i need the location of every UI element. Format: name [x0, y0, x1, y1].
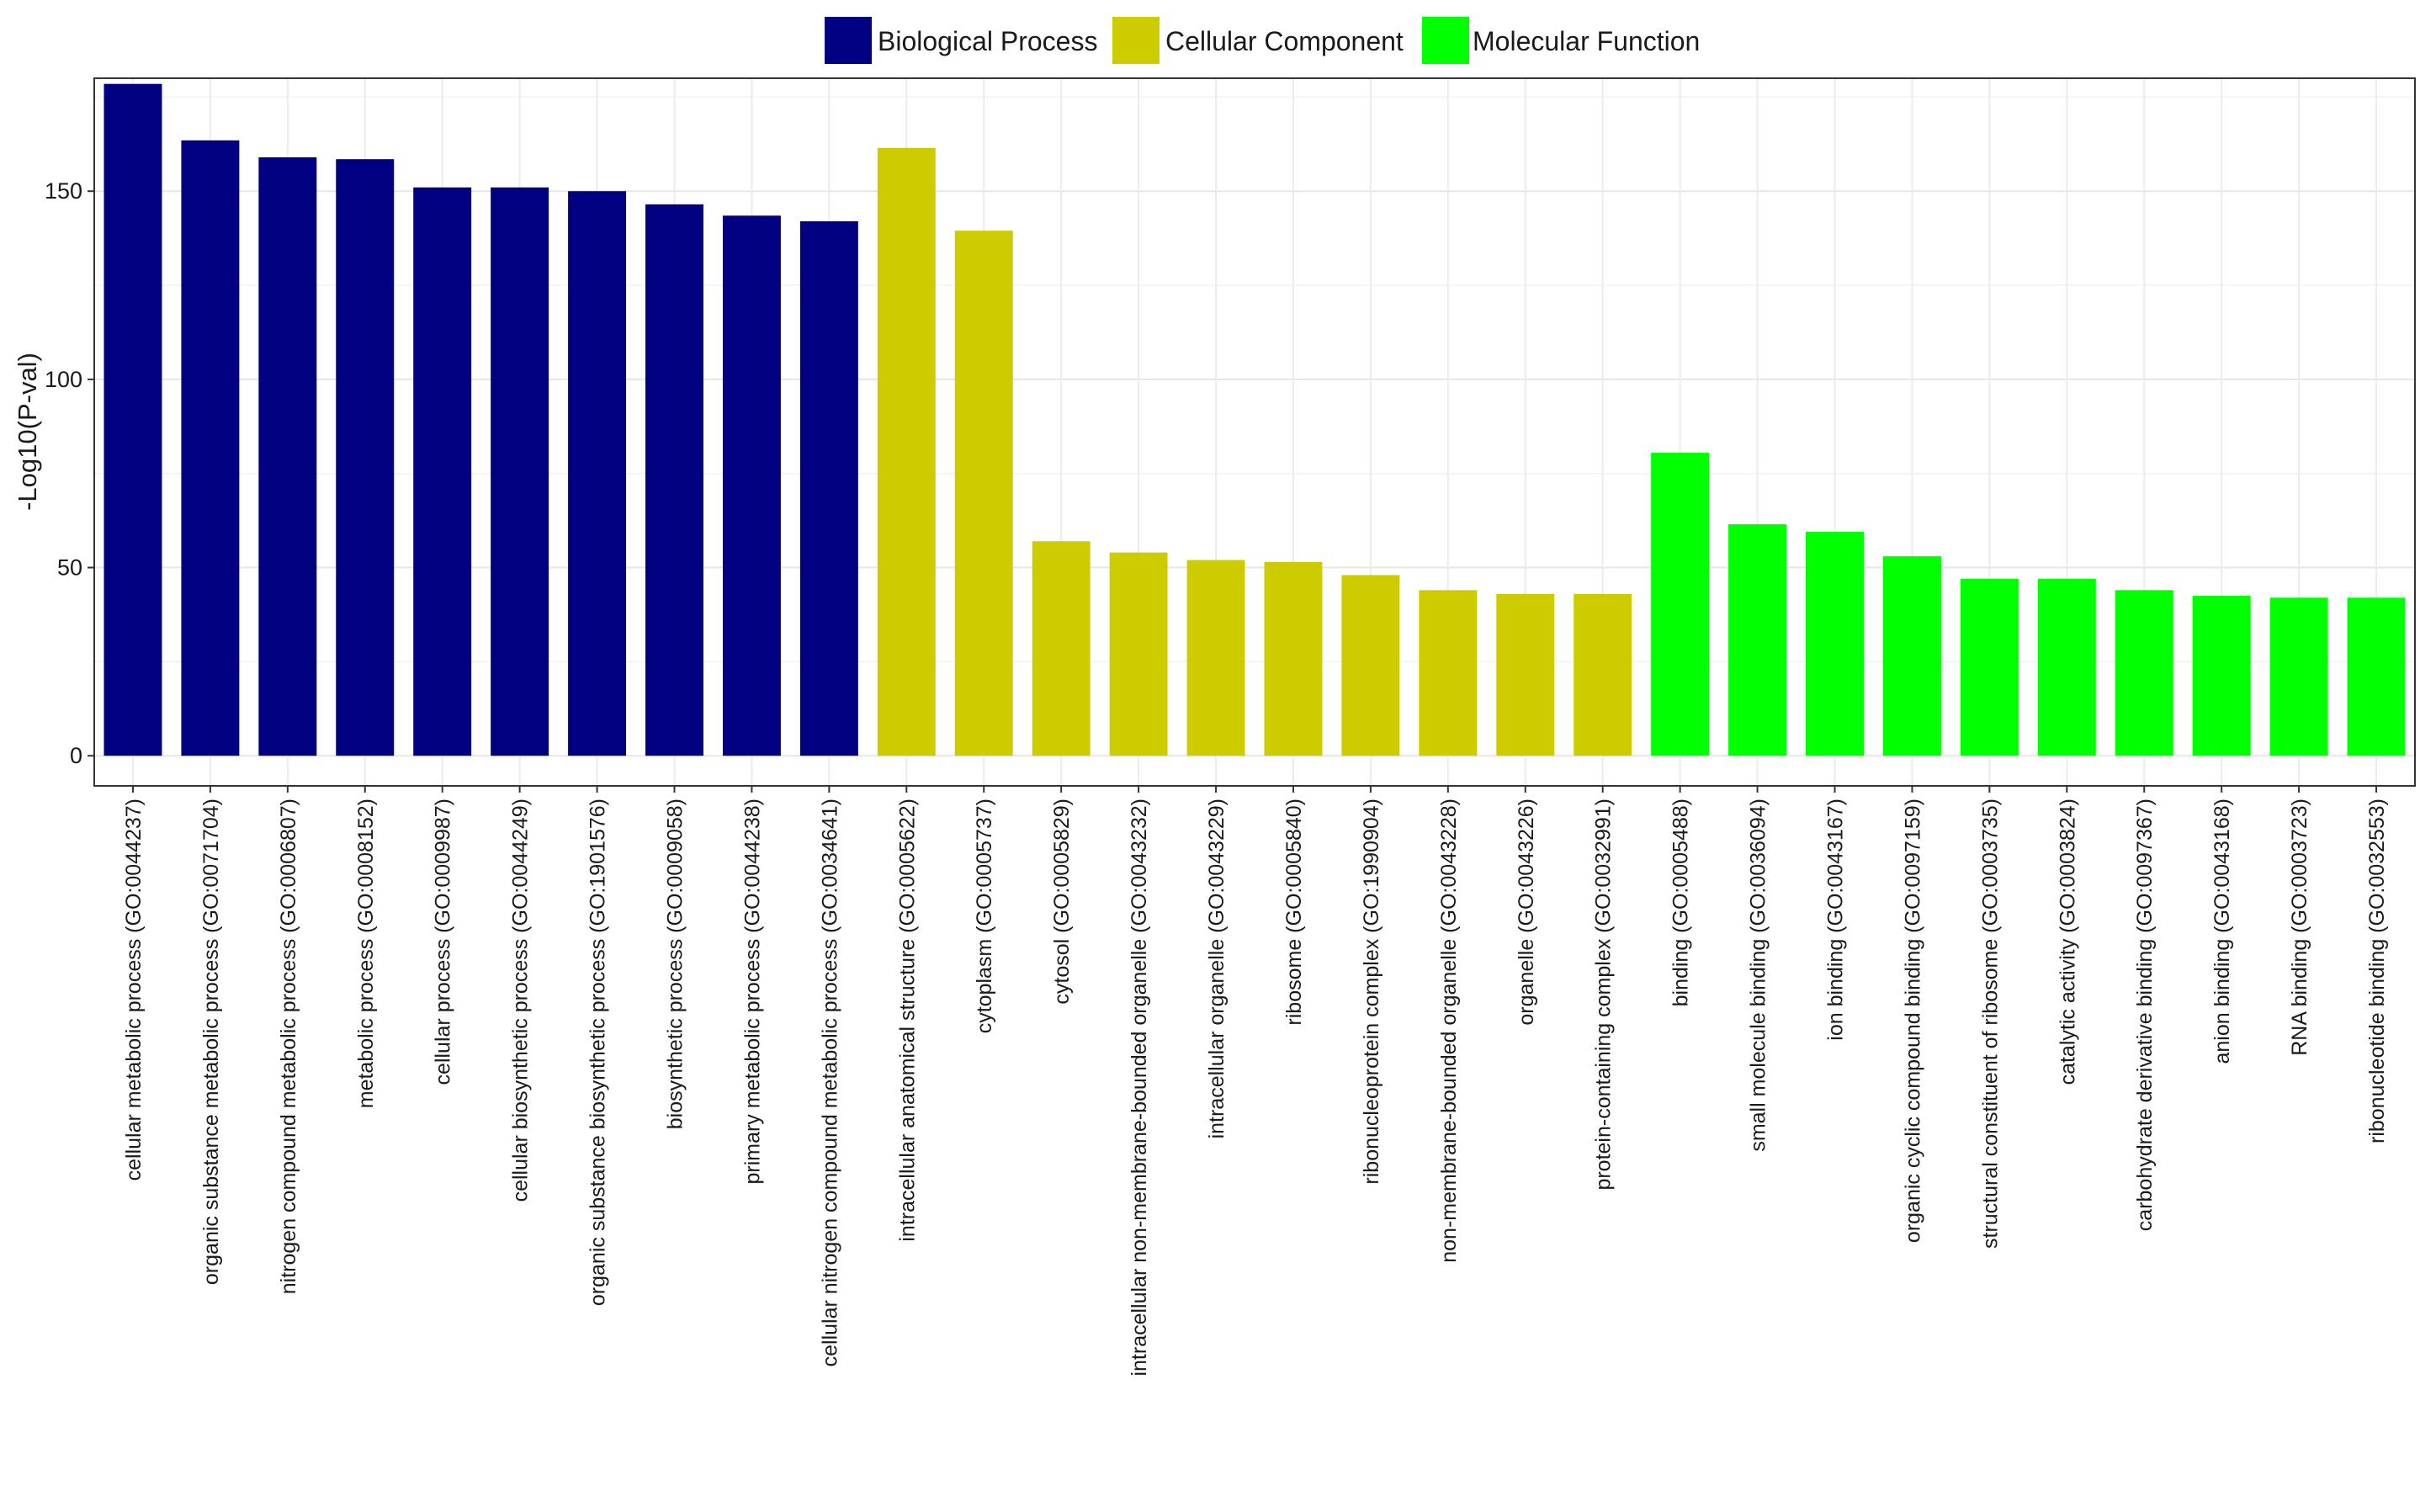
- x-tick-label: catalytic activity (GO:0003824): [2056, 798, 2079, 1085]
- x-tick-label: binding (GO:0005488): [1669, 798, 1693, 1006]
- bar-27: [2115, 590, 2173, 756]
- x-tick-label: ribonucleotide binding (GO:0032553): [2365, 798, 2389, 1143]
- legend-label-cellular-component: Cellular Component: [1165, 26, 1404, 56]
- x-tick-label: organelle (GO:0043226): [1515, 798, 1538, 1026]
- legend-swatch-molecular-function: [1422, 17, 1469, 64]
- legend-swatch-biological-process: [825, 17, 872, 64]
- bar-26: [2038, 579, 2096, 756]
- x-tick-label: cellular process (GO:0009987): [432, 798, 455, 1085]
- plot-panel: [94, 78, 2415, 786]
- bar-28: [2193, 596, 2251, 756]
- bar-19: [1496, 594, 1554, 756]
- bar-20: [1574, 594, 1632, 756]
- bar-21: [1651, 453, 1709, 756]
- bar-7: [568, 191, 626, 756]
- x-tick-label: anion binding (GO:0043168): [2210, 798, 2234, 1064]
- bar-15: [1187, 560, 1245, 756]
- x-tick-label: nitrogen compound metabolic process (GO:…: [277, 798, 300, 1294]
- bar-23: [1806, 532, 1864, 756]
- x-tick-label: primary metabolic process (GO:0044238): [740, 798, 764, 1185]
- x-tick-label: intracellular organelle (GO:0043229): [1205, 798, 1229, 1138]
- bar-10: [800, 221, 858, 756]
- x-tick-label: cellular metabolic process (GO:0044237): [122, 798, 146, 1180]
- x-tick-label: cellular nitrogen compound metabolic pro…: [818, 798, 841, 1366]
- x-tick-label: carbohydrate derivative binding (GO:0097…: [2133, 798, 2157, 1231]
- y-tick-label: 0: [70, 743, 82, 768]
- bar-18: [1419, 590, 1477, 756]
- bar-22: [1728, 524, 1786, 756]
- bar-2: [181, 141, 239, 756]
- x-tick-label: non-membrane-bounded organelle (GO:00432…: [1437, 798, 1461, 1263]
- x-tick-label: small molecule binding (GO:0036094): [1747, 798, 1770, 1152]
- bar-1: [103, 84, 162, 756]
- legend-label-biological-process: Biological Process: [878, 26, 1097, 56]
- bar-9: [723, 215, 781, 756]
- x-tick-label: structural constituent of ribosome (GO:0…: [1978, 798, 2002, 1249]
- bar-11: [878, 148, 936, 756]
- x-tick-label: organic substance metabolic process (GO:…: [199, 798, 223, 1285]
- bar-17: [1341, 575, 1399, 756]
- y-tick-label: 150: [45, 178, 82, 204]
- x-tick-label: cytoplasm (GO:0005737): [973, 798, 996, 1033]
- x-tick-label: cellular biosynthetic process (GO:004424…: [509, 798, 533, 1202]
- bar-8: [645, 204, 703, 756]
- x-tick-label: cytosol (GO:0005829): [1050, 798, 1074, 1005]
- x-tick-label: protein-containing complex (GO:0032991): [1592, 798, 1616, 1191]
- bar-6: [491, 188, 549, 756]
- bar-29: [2270, 597, 2328, 756]
- y-tick-label: 50: [57, 555, 82, 581]
- go-enrichment-bar-chart: Biological Process Cellular Component Mo…: [0, 0, 2436, 1512]
- x-tick-label: metabolic process (GO:0008152): [354, 798, 378, 1108]
- x-tick-label: organic cyclic compound binding (GO:0097…: [1901, 798, 1924, 1243]
- bar-12: [955, 231, 1013, 756]
- bar-24: [1883, 556, 1941, 756]
- bar-3: [258, 157, 316, 756]
- bar-16: [1264, 562, 1322, 756]
- x-tick-label: ribonucleoprotein complex (GO:1990904): [1360, 798, 1383, 1185]
- x-tick-label: intracellular non-membrane-bounded organ…: [1128, 798, 1151, 1377]
- x-tick-label: biosynthetic process (GO:0009058): [664, 798, 687, 1129]
- y-axis-title: -Log10(P-val): [13, 353, 42, 511]
- bar-5: [413, 188, 471, 756]
- bar-4: [336, 159, 394, 756]
- legend-label-molecular-function: Molecular Function: [1473, 26, 1700, 56]
- bar-13: [1032, 541, 1091, 756]
- y-tick-label: 100: [45, 367, 82, 392]
- x-tick-label: ion binding (GO:0043167): [1824, 798, 1848, 1041]
- bar-25: [1961, 579, 2019, 756]
- legend-swatch-cellular-component: [1112, 17, 1160, 64]
- bar-14: [1110, 553, 1168, 756]
- x-tick-label: RNA binding (GO:0003723): [2288, 798, 2311, 1056]
- x-tick-label: organic substance biosynthetic process (…: [586, 798, 610, 1306]
- bar-30: [2348, 597, 2406, 756]
- x-tick-label: intracellular anatomical structure (GO:0…: [895, 798, 919, 1242]
- x-tick-label: ribosome (GO:0005840): [1282, 798, 1306, 1026]
